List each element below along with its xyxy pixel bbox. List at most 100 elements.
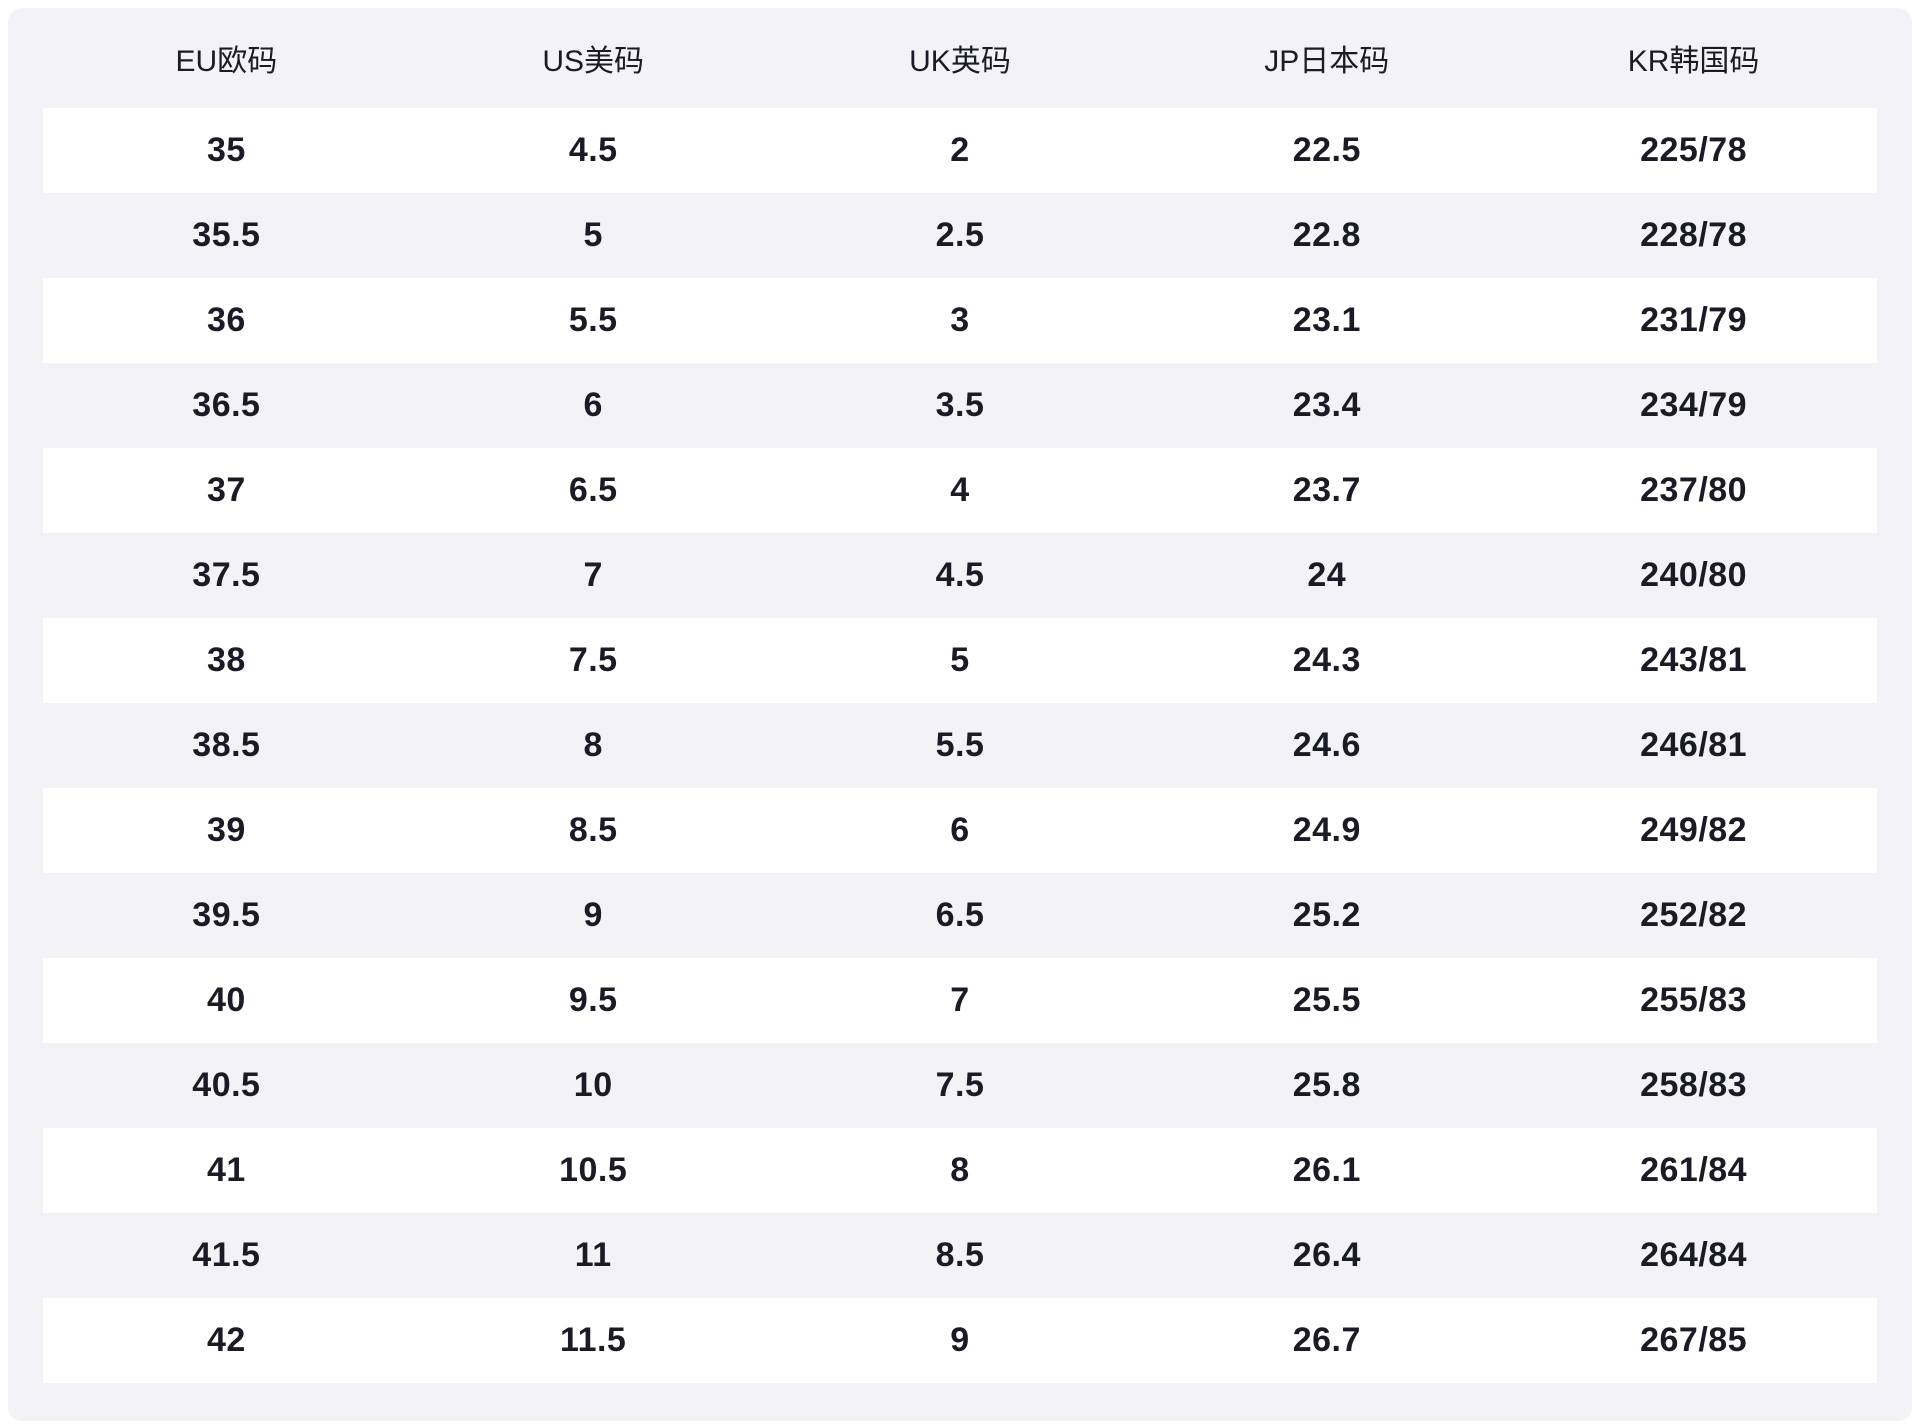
cell-jp: 26.7 <box>1292 1321 1361 1359</box>
cell-eu: 41.5 <box>192 1236 261 1274</box>
cell-kr: 240/80 <box>1640 556 1748 594</box>
table-row: 38.5 8 5.5 24.6 246/81 <box>43 703 1877 788</box>
cell-kr: 237/80 <box>1640 471 1748 509</box>
cell-kr: 228/78 <box>1640 216 1748 254</box>
cell-jp: 24 <box>1307 556 1347 594</box>
cell-us: 5 <box>583 216 603 254</box>
cell-uk: 7.5 <box>935 1066 985 1104</box>
cell-kr: 246/81 <box>1640 726 1748 764</box>
column-header-us: US美码 <box>542 45 645 78</box>
table-row: 36.5 6 3.5 23.4 234/79 <box>43 363 1877 448</box>
cell-us: 6 <box>583 386 603 424</box>
cell-eu: 37.5 <box>192 556 261 594</box>
cell-us: 11 <box>574 1236 612 1274</box>
cell-kr: 234/79 <box>1640 386 1748 424</box>
cell-eu: 37 <box>206 471 246 509</box>
table-row: 40.5 10 7.5 25.8 258/83 <box>43 1043 1877 1128</box>
size-conversion-table: EU欧码 US美码 UK英码 JP日本码 KR韩国码 35 4.5 2 22.5 225/78 3… <box>43 8 1877 1383</box>
cell-jp: 26.1 <box>1292 1151 1361 1189</box>
cell-us: 5.5 <box>568 301 618 339</box>
table-row: 42 11.5 9 26.7 267/85 <box>43 1298 1877 1383</box>
cell-uk: 4.5 <box>935 556 985 594</box>
cell-uk: 3.5 <box>935 386 985 424</box>
cell-kr: 252/82 <box>1640 896 1748 934</box>
cell-us: 10.5 <box>559 1151 628 1189</box>
cell-kr: 258/83 <box>1640 1066 1748 1104</box>
cell-eu: 35.5 <box>192 216 261 254</box>
cell-us: 11.5 <box>560 1321 627 1359</box>
table-row: 35.5 5 2.5 22.8 228/78 <box>43 193 1877 278</box>
table-row: 38 7.5 5 24.3 243/81 <box>43 618 1877 703</box>
cell-jp: 24.9 <box>1292 811 1361 849</box>
cell-us: 8 <box>583 726 603 764</box>
cell-kr: 264/84 <box>1640 1236 1748 1274</box>
table-header: EU欧码 US美码 UK英码 JP日本码 KR韩国码 <box>43 8 1877 108</box>
cell-us: 7.5 <box>568 641 618 679</box>
column-header-jp: JP日本码 <box>1264 45 1390 78</box>
cell-kr: 243/81 <box>1640 641 1748 679</box>
cell-jp: 25.2 <box>1292 896 1361 934</box>
cell-us: 7 <box>583 556 603 594</box>
cell-jp: 22.8 <box>1292 216 1361 254</box>
table-row: 36 5.5 3 23.1 231/79 <box>43 278 1877 363</box>
cell-us: 10 <box>573 1066 613 1104</box>
cell-jp: 25.8 <box>1292 1066 1361 1104</box>
cell-jp: 22.5 <box>1292 131 1361 169</box>
cell-us: 4.5 <box>568 131 618 169</box>
cell-uk: 3 <box>950 301 970 339</box>
cell-eu: 41 <box>206 1151 246 1189</box>
cell-us: 8.5 <box>568 811 618 849</box>
table-row: 39 8.5 6 24.9 249/82 <box>43 788 1877 873</box>
cell-eu: 39 <box>206 811 246 849</box>
cell-us: 9 <box>583 896 603 934</box>
column-header-eu: EU欧码 <box>175 45 278 78</box>
cell-uk: 7 <box>950 981 970 1019</box>
header-row: EU欧码 US美码 UK英码 JP日本码 KR韩国码 <box>43 8 1877 108</box>
cell-jp: 23.7 <box>1292 471 1361 509</box>
table-row: 41 10.5 8 26.1 261/84 <box>43 1128 1877 1213</box>
cell-uk: 8 <box>950 1151 970 1189</box>
cell-kr: 225/78 <box>1640 131 1748 169</box>
cell-eu: 40.5 <box>192 1066 261 1104</box>
cell-jp: 23.4 <box>1292 386 1361 424</box>
cell-eu: 42 <box>206 1321 246 1359</box>
cell-uk: 8.5 <box>935 1236 985 1274</box>
cell-kr: 231/79 <box>1640 301 1748 339</box>
cell-uk: 5.5 <box>935 726 985 764</box>
table-row: 37.5 7 4.5 24 240/80 <box>43 533 1877 618</box>
cell-kr: 261/84 <box>1640 1151 1748 1189</box>
table-row: 40 9.5 7 25.5 255/83 <box>43 958 1877 1043</box>
size-chart-table-wrap: EU欧码 US美码 UK英码 JP日本码 KR韩国码 35 4.5 2 22.5 225/78 3… <box>8 8 1912 1420</box>
cell-uk: 2.5 <box>935 216 985 254</box>
cell-uk: 6.5 <box>935 896 985 934</box>
cell-jp: 25.5 <box>1292 981 1361 1019</box>
cell-uk: 5 <box>950 641 970 679</box>
cell-kr: 255/83 <box>1640 981 1748 1019</box>
cell-jp: 24.6 <box>1292 726 1361 764</box>
cell-eu: 38.5 <box>192 726 261 764</box>
cell-uk: 6 <box>950 811 970 849</box>
column-header-kr: KR韩国码 <box>1627 45 1760 78</box>
size-chart-card: EU欧码 US美码 UK英码 JP日本码 KR韩国码 35 4.5 2 22.5 225/78 3… <box>8 8 1912 1421</box>
cell-uk: 9 <box>950 1321 970 1359</box>
cell-eu: 40 <box>206 981 246 1019</box>
cell-eu: 36 <box>206 301 246 339</box>
cell-jp: 24.3 <box>1292 641 1361 679</box>
cell-jp: 26.4 <box>1292 1236 1361 1274</box>
cell-us: 9.5 <box>568 981 618 1019</box>
cell-eu: 35 <box>206 131 246 169</box>
table-row: 39.5 9 6.5 25.2 252/82 <box>43 873 1877 958</box>
cell-uk: 4 <box>950 471 970 509</box>
cell-kr: 249/82 <box>1640 811 1748 849</box>
cell-jp: 23.1 <box>1292 301 1361 339</box>
cell-uk: 2 <box>950 131 970 169</box>
cell-eu: 38 <box>206 641 246 679</box>
cell-kr: 267/85 <box>1640 1321 1748 1359</box>
table-row: 35 4.5 2 22.5 225/78 <box>43 108 1877 193</box>
table-row: 37 6.5 4 23.7 237/80 <box>43 448 1877 533</box>
cell-eu: 39.5 <box>192 896 261 934</box>
cell-us: 6.5 <box>568 471 618 509</box>
column-header-uk: UK英码 <box>909 45 1011 78</box>
table-row: 41.5 11 8.5 26.4 264/84 <box>43 1213 1877 1298</box>
